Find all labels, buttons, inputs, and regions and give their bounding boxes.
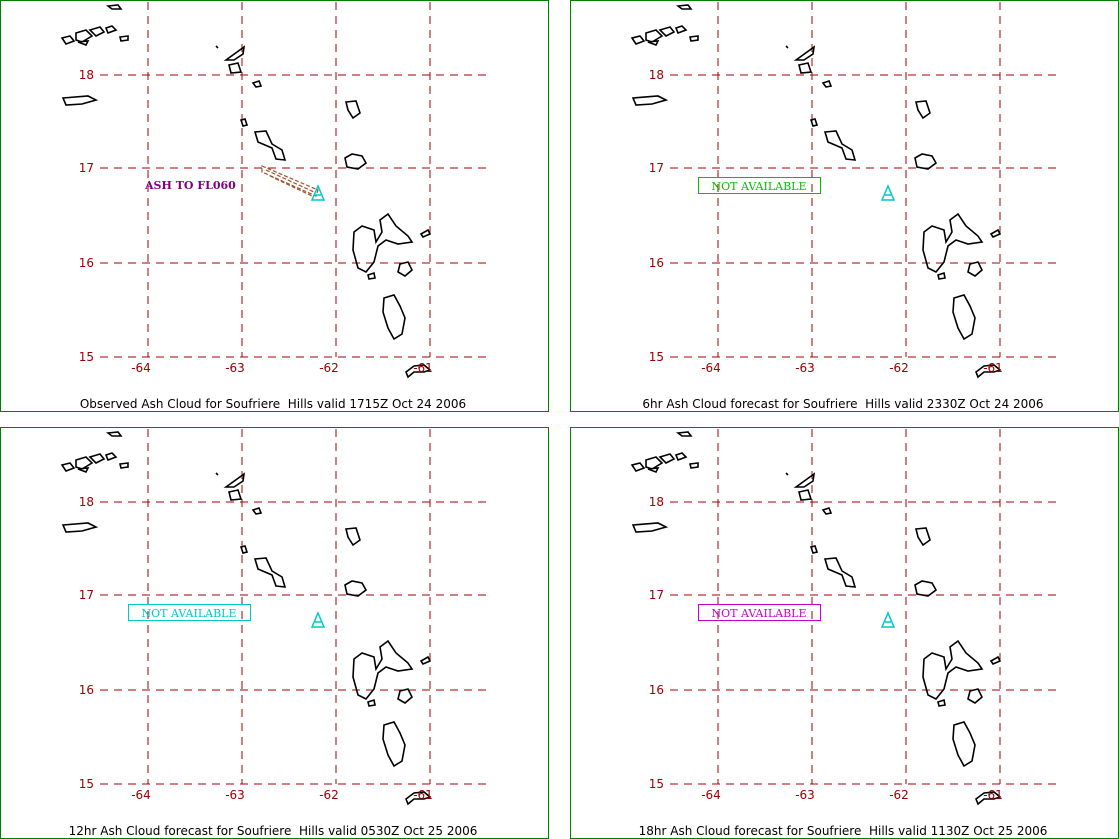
longitude-label: -64 [701, 788, 721, 802]
longitude-label: -63 [795, 361, 815, 375]
latitude-label: 17 [79, 161, 94, 175]
latitude-label: 16 [649, 256, 664, 270]
volcano-marker [310, 184, 326, 201]
longitude-label: -62 [319, 361, 339, 375]
latitude-label: 15 [649, 777, 664, 791]
map-panel: 18 17 16 15 -64 -63 -62 -61 NOT AVAILABLE 18hr As… [570, 427, 1119, 839]
annotation-box [128, 604, 251, 621]
panel-border [570, 0, 1119, 412]
volcano-marker [880, 611, 896, 628]
ash-cloud [261, 165, 319, 197]
latitude-label: 18 [79, 68, 94, 82]
longitude-label: -63 [225, 361, 245, 375]
annotation: ASH TO FL060 [144, 179, 236, 192]
ash-cloud-outline [261, 165, 319, 197]
longitude-label: -61 [983, 361, 1003, 375]
latitude-label: 18 [649, 68, 664, 82]
panel-border [0, 0, 549, 412]
panel-caption: 18hr Ash Cloud forecast for Soufriere Hi… [639, 824, 1048, 838]
longitude-label: -61 [413, 361, 433, 375]
map-panel: 18 17 16 15 -64 -63 -62 -61 ASH TO FL060 Observed… [0, 0, 549, 412]
panel-caption: 6hr Ash Cloud forecast for Soufriere Hil… [642, 397, 1043, 411]
map-panel: 18 17 16 15 -64 -63 -62 -61 NOT AVAILABLE 6hr Ash… [570, 0, 1119, 412]
latitude-label: 17 [79, 588, 94, 602]
latitude-label: 16 [649, 683, 664, 697]
longitude-label: -64 [131, 788, 151, 802]
latitude-label: 17 [649, 161, 664, 175]
volcano-marker [310, 611, 326, 628]
longitude-label: -63 [225, 788, 245, 802]
longitude-label: -63 [795, 788, 815, 802]
latitude-label: 16 [79, 256, 94, 270]
latitude-label: 16 [79, 683, 94, 697]
latitude-label: 18 [649, 495, 664, 509]
latitude-label: 18 [79, 495, 94, 509]
annotation: NOT AVAILABLE [711, 180, 806, 193]
annotation: NOT AVAILABLE [711, 607, 806, 620]
longitude-label: -62 [889, 361, 909, 375]
longitude-label: -62 [319, 788, 339, 802]
latitude-label: 15 [79, 777, 94, 791]
longitude-label: -61 [413, 788, 433, 802]
latitude-label: 17 [649, 588, 664, 602]
ash-cloud-outline [265, 169, 315, 197]
longitude-label: -64 [131, 361, 151, 375]
latitude-label: 15 [79, 350, 94, 364]
latitude-label: 15 [649, 350, 664, 364]
longitude-label: -64 [701, 361, 721, 375]
panel-caption: Observed Ash Cloud for Soufriere Hills v… [80, 397, 466, 411]
annotation: NOT AVAILABLE [141, 607, 236, 620]
panel-caption: 12hr Ash Cloud forecast for Soufriere Hi… [69, 824, 478, 838]
annotation-box [698, 604, 821, 621]
longitude-label: -61 [983, 788, 1003, 802]
annotation-box [698, 177, 821, 194]
panel-border [0, 427, 549, 839]
map-panel: 18 17 16 15 -64 -63 -62 -61 NOT AVAILABLE 12hr As… [0, 427, 549, 839]
volcano-marker [880, 184, 896, 201]
panel-border [570, 427, 1119, 839]
longitude-label: -62 [889, 788, 909, 802]
